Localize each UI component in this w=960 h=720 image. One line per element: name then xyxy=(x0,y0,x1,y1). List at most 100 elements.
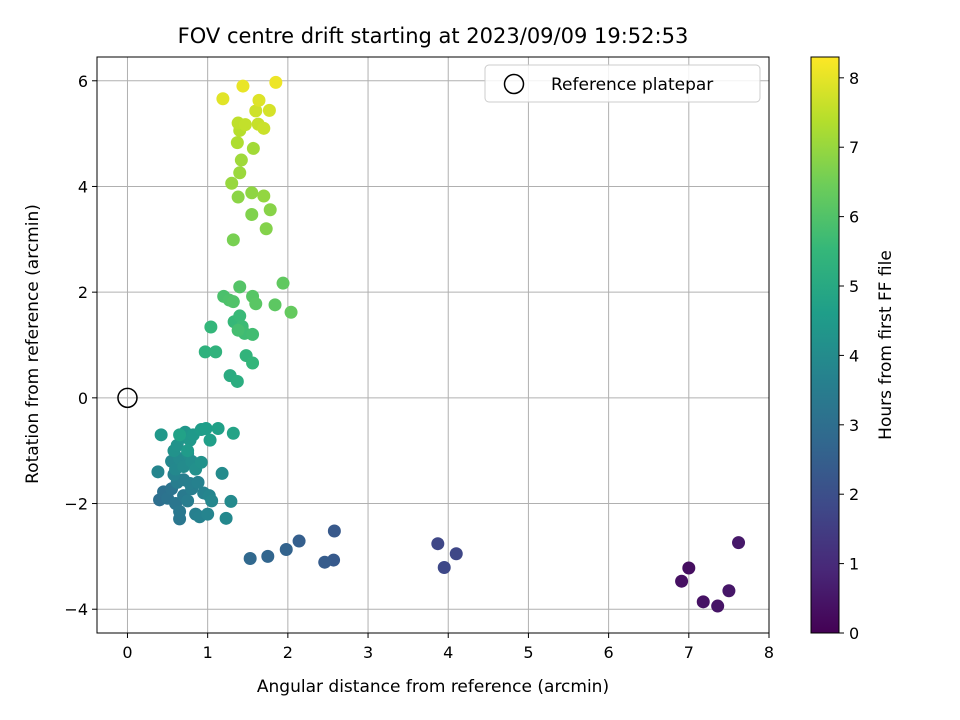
reference-marker-group xyxy=(117,387,138,409)
colorbar-tick-label: 8 xyxy=(849,69,859,88)
y-tick-label: 6 xyxy=(78,72,88,91)
colorbar-tick-label: 6 xyxy=(849,208,859,227)
y-axis-ticks: −4 −2 0 2 4 6 xyxy=(64,72,97,619)
data-point xyxy=(215,466,229,480)
data-point xyxy=(249,297,263,311)
reference-platepar-marker xyxy=(117,387,138,409)
data-point xyxy=(732,536,746,550)
data-point xyxy=(173,428,187,442)
data-point xyxy=(219,511,233,525)
colorbar: 0 1 2 3 4 5 6 7 8 Hours from first FF file xyxy=(810,56,896,643)
data-point xyxy=(226,233,240,247)
legend: Reference platepar xyxy=(484,64,761,103)
colorbar-ticks: 0 1 2 3 4 5 6 7 8 xyxy=(839,69,859,643)
axes-frame xyxy=(96,56,770,634)
data-point xyxy=(722,584,736,598)
data-point xyxy=(194,455,208,469)
data-point xyxy=(675,574,689,588)
colorbar-tick-label: 2 xyxy=(849,485,859,504)
data-point xyxy=(225,176,239,190)
scatter-points xyxy=(151,75,746,613)
data-point xyxy=(204,320,218,334)
data-point xyxy=(682,561,696,575)
x-axis-label: Angular distance from reference (arcmin) xyxy=(257,677,609,697)
data-point xyxy=(226,426,240,440)
data-point xyxy=(259,222,273,236)
legend-marker-reference xyxy=(503,73,525,95)
y-axis-label: Rotation from reference (arcmin) xyxy=(23,204,43,484)
data-point xyxy=(284,305,298,319)
data-point xyxy=(245,207,259,221)
colorbar-tick-label: 0 xyxy=(849,624,859,643)
x-tick-label: 2 xyxy=(283,643,293,662)
data-point xyxy=(230,374,244,388)
data-point xyxy=(318,555,332,569)
x-tick-label: 4 xyxy=(443,643,453,662)
data-point xyxy=(257,121,271,135)
x-tick-label: 3 xyxy=(363,643,373,662)
data-point xyxy=(257,189,271,203)
data-point xyxy=(230,136,244,150)
y-tick-label: 0 xyxy=(78,389,88,408)
data-point xyxy=(262,103,276,117)
data-point xyxy=(233,280,247,294)
legend-box xyxy=(484,64,761,103)
data-point xyxy=(154,428,168,442)
y-tick-label: −2 xyxy=(64,495,88,514)
data-point xyxy=(203,433,217,447)
x-tick-label: 5 xyxy=(523,643,533,662)
data-point xyxy=(449,547,463,561)
y-tick-label: −4 xyxy=(64,600,88,619)
data-point xyxy=(279,543,293,557)
y-tick-label: 4 xyxy=(78,177,88,196)
colorbar-tick-label: 4 xyxy=(849,346,859,365)
colorbar-tick-label: 3 xyxy=(849,416,859,435)
data-point xyxy=(246,141,260,155)
data-point xyxy=(231,323,245,337)
data-point xyxy=(268,298,282,312)
colorbar-gradient xyxy=(810,56,840,634)
colorbar-label: Hours from first FF file xyxy=(876,250,896,440)
data-point xyxy=(243,551,257,565)
data-point xyxy=(252,93,266,107)
data-point xyxy=(151,465,165,479)
data-point xyxy=(205,494,219,508)
data-point xyxy=(173,504,187,518)
data-point xyxy=(216,92,230,106)
x-tick-label: 6 xyxy=(604,643,614,662)
data-point xyxy=(246,327,260,341)
data-point xyxy=(234,153,248,167)
x-tick-label: 0 xyxy=(122,643,132,662)
data-point xyxy=(233,166,247,180)
data-point xyxy=(201,507,215,521)
data-point xyxy=(327,524,341,538)
x-tick-label: 1 xyxy=(203,643,213,662)
data-point xyxy=(198,345,212,359)
colorbar-tick-label: 5 xyxy=(849,277,859,296)
x-axis-ticks: 0 1 2 3 4 5 6 7 8 xyxy=(122,633,774,662)
data-point xyxy=(437,560,451,574)
data-point xyxy=(249,104,263,118)
x-tick-label: 8 xyxy=(764,643,774,662)
chart-title: FOV centre drift starting at 2023/09/09 … xyxy=(178,24,689,48)
data-point xyxy=(269,75,283,89)
data-point xyxy=(191,475,205,489)
data-point xyxy=(711,599,725,613)
data-point xyxy=(238,118,252,132)
data-point xyxy=(292,534,306,548)
data-point xyxy=(199,421,213,435)
data-point xyxy=(431,537,445,551)
colorbar-tick-label: 1 xyxy=(849,555,859,574)
data-point xyxy=(246,356,260,370)
x-tick-label: 7 xyxy=(684,643,694,662)
data-point xyxy=(181,494,195,508)
data-point xyxy=(209,345,223,359)
colorbar-tick-label: 7 xyxy=(849,138,859,157)
data-point xyxy=(236,79,250,93)
legend-label-reference: Reference platepar xyxy=(551,75,713,95)
y-tick-label: 2 xyxy=(78,283,88,302)
data-point xyxy=(211,421,225,435)
data-point xyxy=(245,186,259,200)
data-point xyxy=(226,295,240,309)
